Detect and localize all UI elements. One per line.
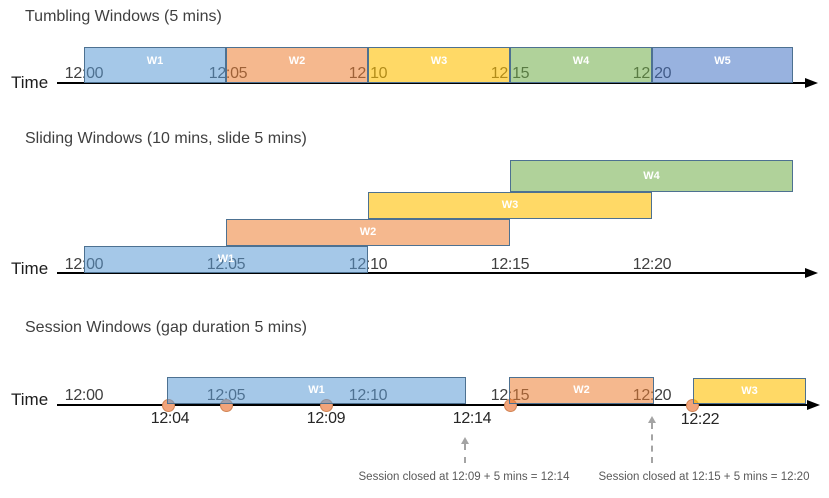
- tumbling-timeline-axis: [57, 82, 806, 84]
- tumbling-window-label: W1: [146, 55, 164, 67]
- session-timeline-axis: [57, 404, 808, 406]
- tumbling-window-w2: [226, 47, 368, 83]
- tumbling-window-w4: [510, 47, 652, 83]
- event-time-label: 12:04: [150, 410, 190, 427]
- session-window-w1: [167, 377, 466, 404]
- sliding-window-w2: [226, 219, 510, 246]
- event-time-label: 12:14: [452, 410, 492, 427]
- sliding-window-label: W2: [359, 226, 377, 238]
- session-section-title: Session Windows (gap duration 5 mins): [25, 319, 307, 336]
- session-window-label: W2: [573, 384, 590, 396]
- sliding-tick-label: 12:20: [632, 256, 672, 273]
- sliding-window-w3: [368, 192, 652, 219]
- sliding-window-label: W4: [643, 170, 660, 182]
- tumbling-section-title: Tumbling Windows (5 mins): [25, 8, 222, 25]
- tumbling-timeline-arrowhead-icon: [805, 78, 818, 88]
- event-time-label: 12:09: [306, 410, 346, 427]
- sliding-window-label: W1: [217, 253, 235, 265]
- session-window-label: W1: [308, 384, 325, 396]
- event-time-label: 12:22: [680, 411, 720, 428]
- tumbling-window-w1: [84, 47, 226, 83]
- tumbling-window-w3: [368, 47, 510, 83]
- dashed-arrow-head-icon: [648, 416, 656, 423]
- tumbling-window-label: W3: [430, 55, 448, 67]
- session-time-axis-label: Time: [11, 390, 49, 409]
- sliding-window-label: W3: [501, 199, 519, 211]
- tumbling-window-label: W2: [288, 55, 306, 67]
- dashed-arrow-line: [651, 423, 653, 463]
- session-window-label: W3: [741, 385, 758, 397]
- dashed-arrow-head-icon: [461, 437, 469, 444]
- tumbling-window-label: W5: [714, 55, 731, 67]
- sliding-timeline-arrowhead-icon: [805, 268, 818, 278]
- sliding-window-w1: [84, 246, 368, 273]
- session-closed-annotation: Session closed at 12:15 + 5 mins = 12:20: [598, 471, 810, 483]
- sliding-section-title: Sliding Windows (10 mins, slide 5 mins): [25, 130, 307, 147]
- tumbling-window-w5: [652, 47, 793, 83]
- sliding-time-axis-label: Time: [11, 259, 49, 278]
- tumbling-time-axis-label: Time: [11, 73, 49, 92]
- session-timeline-arrowhead-icon: [807, 400, 820, 410]
- session-window-w3: [693, 378, 806, 404]
- session-closed-annotation: Session closed at 12:09 + 5 mins = 12:14: [358, 471, 570, 483]
- session-window-w2: [509, 377, 654, 404]
- session-tick-label: 12:00: [64, 387, 104, 404]
- sliding-window-w4: [510, 160, 793, 192]
- sliding-tick-label: 12:15: [490, 256, 530, 273]
- sliding-timeline-axis: [57, 272, 806, 274]
- tumbling-window-label: W4: [572, 55, 590, 67]
- dashed-arrow-line: [464, 444, 466, 463]
